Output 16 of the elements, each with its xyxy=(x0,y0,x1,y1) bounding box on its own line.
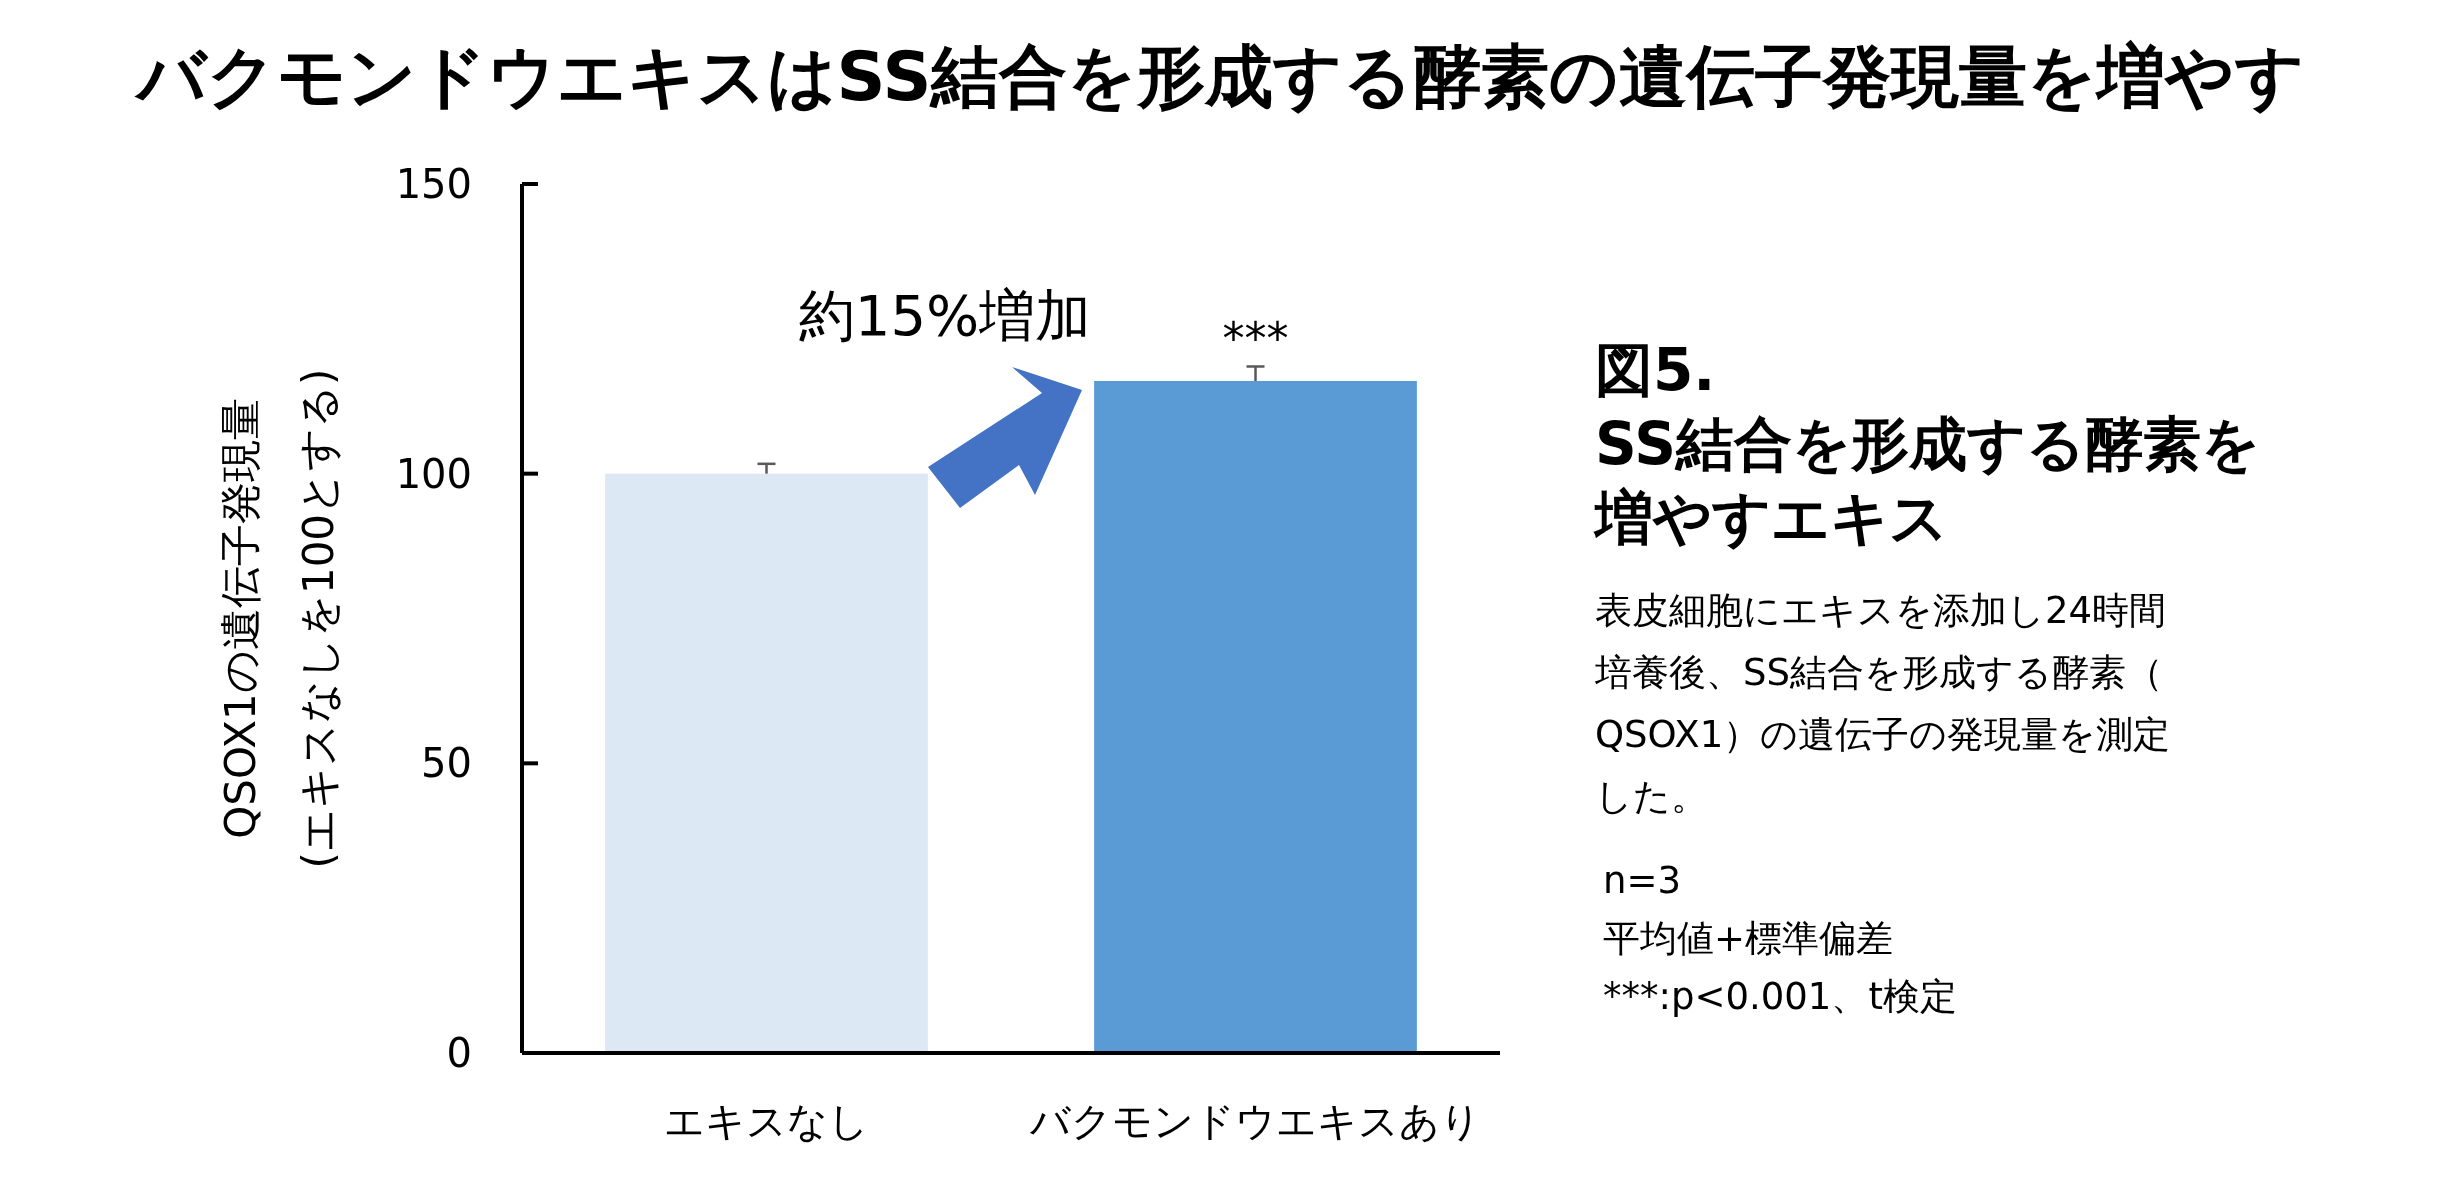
chart-title: バクモンドウエキスはSS結合を形成する酵素の遺伝子発現量を増やす xyxy=(133,37,2306,116)
annotation: 約15%増加 xyxy=(798,283,1092,348)
y-tick-label: 150 xyxy=(395,161,472,207)
y-tick-label: 100 xyxy=(395,450,472,497)
y-tick-label: 50 xyxy=(421,740,472,787)
y-axis-title: QSOX1の遺伝子発現量 (エキスなしを100とする) xyxy=(216,368,343,869)
text: SS結合を形成する酵素を増やすエキス xyxy=(1593,410,2260,552)
y-tick-label: 0 xyxy=(446,1030,472,1076)
caption: 図5. xyxy=(1595,336,1716,404)
text: ***:p<0.001、t検定 xyxy=(1603,975,1957,1018)
text: 平均値+標準偏差 xyxy=(1603,917,1894,960)
x-tick-label: エキスなし xyxy=(664,1098,869,1144)
x-tick-label: バクモンドウエキスあり xyxy=(1029,1098,1481,1144)
text: 表皮細胞にエキスを添加し24時間培養後、SS結合を形成する酵素（QSOX1）の遺伝子の発現量を測定した。 xyxy=(1594,589,2171,818)
text: n=3 xyxy=(1603,859,1681,902)
annotation: *** xyxy=(1222,313,1289,365)
